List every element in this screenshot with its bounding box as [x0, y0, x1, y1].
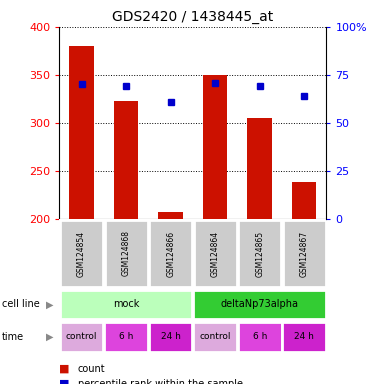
Text: control: control — [66, 333, 97, 341]
Text: ▶: ▶ — [46, 299, 54, 310]
Bar — [203, 75, 227, 219]
Bar — [247, 118, 272, 219]
Bar — [105, 220, 148, 286]
Text: cell line: cell line — [2, 299, 40, 310]
Text: 24 h: 24 h — [161, 333, 181, 341]
Bar — [292, 182, 316, 219]
Bar — [158, 212, 183, 219]
Text: GSM124868: GSM124868 — [122, 230, 131, 276]
Text: 6 h: 6 h — [253, 333, 267, 341]
Bar — [193, 290, 326, 319]
Text: ■: ■ — [59, 364, 70, 374]
Title: GDS2420 / 1438445_at: GDS2420 / 1438445_at — [112, 10, 273, 25]
Text: ■: ■ — [59, 379, 70, 384]
Bar — [238, 322, 282, 352]
Text: deltaNp73alpha: deltaNp73alpha — [221, 299, 299, 310]
Text: time: time — [2, 332, 24, 342]
Text: percentile rank within the sample: percentile rank within the sample — [78, 379, 243, 384]
Bar — [69, 46, 94, 219]
Text: count: count — [78, 364, 105, 374]
Bar — [283, 220, 326, 286]
Bar — [60, 322, 104, 352]
Bar — [238, 220, 281, 286]
Text: GSM124864: GSM124864 — [211, 230, 220, 276]
Bar — [60, 290, 193, 319]
Bar — [282, 322, 326, 352]
Text: GSM124865: GSM124865 — [255, 230, 264, 276]
Bar — [60, 220, 103, 286]
Bar — [114, 101, 138, 219]
Text: 24 h: 24 h — [294, 333, 314, 341]
Text: GSM124866: GSM124866 — [166, 230, 175, 276]
Bar — [149, 220, 192, 286]
Text: ▶: ▶ — [46, 332, 54, 342]
Bar — [149, 322, 193, 352]
Text: GSM124854: GSM124854 — [77, 230, 86, 276]
Bar — [194, 220, 237, 286]
Text: control: control — [200, 333, 231, 341]
Bar — [193, 322, 237, 352]
Text: 6 h: 6 h — [119, 333, 133, 341]
Text: GSM124867: GSM124867 — [300, 230, 309, 276]
Text: mock: mock — [113, 299, 139, 310]
Bar — [104, 322, 148, 352]
